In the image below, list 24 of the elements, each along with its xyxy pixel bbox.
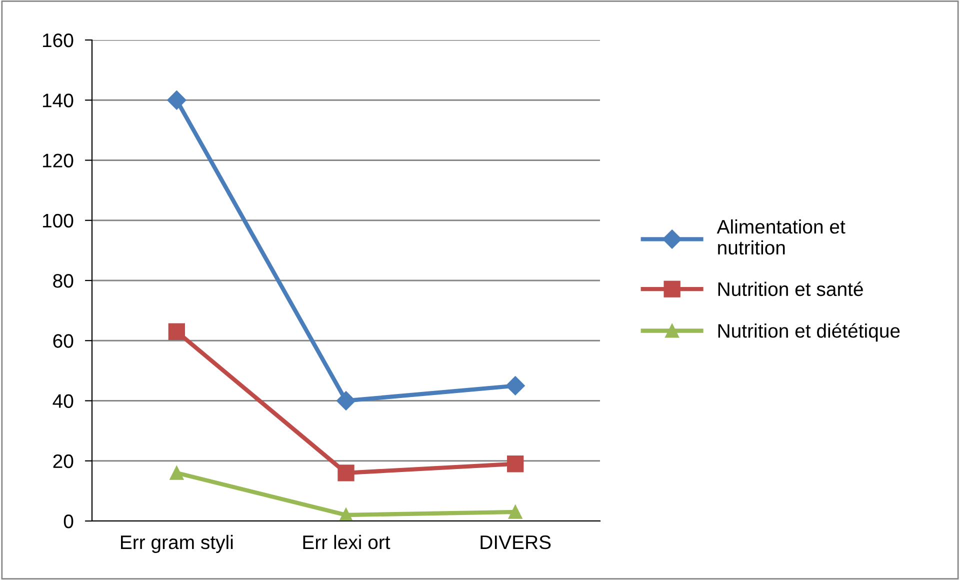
x-tick-label: Err gram styli [121,534,233,554]
x-tick-label: Err lexi ort [303,534,390,550]
y-tick-label: 40 [52,394,74,408]
y-tick-label: 20 [53,454,74,468]
x-tick-label: DIVERS [480,535,551,550]
point [339,508,353,521]
y-tick-label: 60 [53,334,74,348]
y-tick-label: 0 [64,514,74,528]
point [167,90,186,110]
point [168,323,185,340]
point [507,456,524,472]
point [506,376,525,396]
y-tick-label: 160 [42,33,74,48]
point [336,391,356,410]
y-tick-label: 140 [42,94,74,108]
legend-label: Nutrition et santé [718,282,863,296]
point [508,505,522,519]
y-tick-label: 80 [53,274,74,288]
y-tick-label: 100 [42,214,74,228]
point [170,466,184,480]
legend-label: Alimentation et nutrition [716,219,846,255]
point [338,464,354,482]
legend-label: Nutrition et diététique [718,323,900,342]
y-tick-label: 120 [42,154,74,168]
